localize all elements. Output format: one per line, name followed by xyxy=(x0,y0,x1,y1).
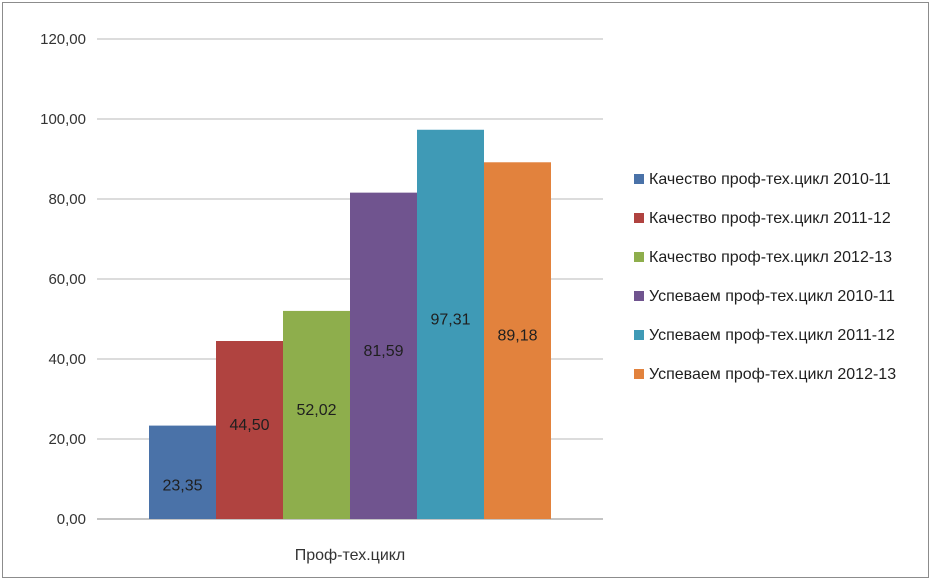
y-tick-label: 0,00 xyxy=(57,511,86,528)
legend-label: Качество проф-тех.цикл 2010-11 xyxy=(649,171,891,188)
legend-swatch xyxy=(634,252,644,262)
data-label: 44,50 xyxy=(229,417,269,434)
y-axis-ticks: 0,00 20,00 40,00 60,00 80,00 100,00 120,00 xyxy=(40,31,86,528)
x-category-label: Проф-тех.цикл xyxy=(295,547,406,564)
legend-label: Успеваем проф-тех.цикл 2012-13 xyxy=(649,366,896,383)
legend-label: Качество проф-тех.цикл 2011-12 xyxy=(649,210,891,227)
bar xyxy=(283,310,350,519)
bar xyxy=(417,129,484,519)
legend-label: Успеваем проф-тех.цикл 2011-12 xyxy=(649,327,895,344)
data-label: 97,31 xyxy=(430,311,470,328)
legend-label: Успеваем проф-тех.цикл 2010-11 xyxy=(649,288,895,305)
legend-swatch xyxy=(634,174,644,184)
bars xyxy=(149,129,551,519)
y-tick-label: 60,00 xyxy=(48,271,86,288)
legend-swatch xyxy=(634,369,644,379)
data-label: 23,35 xyxy=(162,477,202,494)
y-tick-label: 20,00 xyxy=(48,431,86,448)
y-tick-label: 100,00 xyxy=(40,111,86,128)
data-label: 52,02 xyxy=(296,402,336,419)
data-labels: 23,35 44,50 52,02 81,59 97,31 89,18 xyxy=(162,311,537,494)
bar xyxy=(216,341,283,519)
y-tick-label: 40,00 xyxy=(48,351,86,368)
legend-swatch xyxy=(634,330,644,340)
bar xyxy=(149,425,216,519)
bar xyxy=(484,162,551,519)
legend-swatch xyxy=(634,213,644,223)
y-tick-label: 120,00 xyxy=(40,31,86,48)
data-label: 89,18 xyxy=(497,328,537,345)
legend: Качество проф-тех.цикл 2010-11 Качество п… xyxy=(634,171,896,383)
x-axis: Проф-тех.цикл xyxy=(295,547,406,564)
data-label: 81,59 xyxy=(363,343,403,360)
legend-label: Качество проф-тех.цикл 2012-13 xyxy=(649,249,892,266)
legend-swatch xyxy=(634,291,644,301)
bar xyxy=(350,192,417,519)
y-tick-label: 80,00 xyxy=(48,191,86,208)
